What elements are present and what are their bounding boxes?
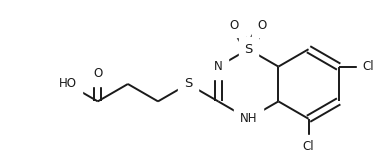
Text: S: S [184, 77, 192, 91]
Text: NH: NH [240, 112, 257, 125]
Text: HO: HO [59, 77, 77, 91]
Text: O: O [93, 67, 102, 80]
Text: Cl: Cl [303, 140, 314, 153]
Text: Cl: Cl [363, 60, 374, 73]
Text: N: N [214, 60, 223, 73]
Text: O: O [230, 19, 239, 32]
Text: O: O [258, 19, 267, 32]
Text: S: S [244, 43, 252, 56]
